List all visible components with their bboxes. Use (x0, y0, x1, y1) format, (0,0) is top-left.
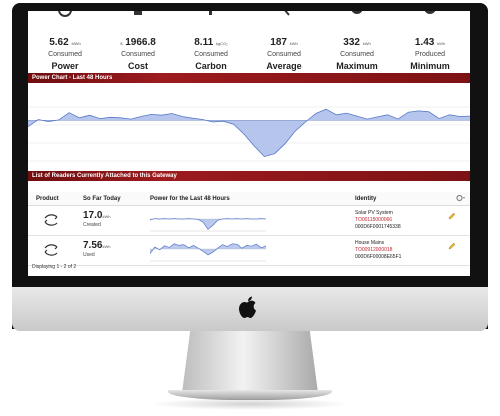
stat-maximum: 332 kWh Consumed Maximum (321, 37, 393, 72)
sparkline-line (150, 218, 266, 230)
identity-id: 000D6F0001745338 (355, 224, 401, 230)
power-chart-title: Power Chart - Last 48 Hours (32, 75, 113, 81)
stat-average: 187 kWh Consumed Average (248, 37, 320, 72)
screen: 5.62 MWh Consumed Power $ 1966.8 Consume… (28, 11, 470, 276)
sparkline-area (150, 218, 266, 230)
stat-value: 8.11 (194, 37, 214, 48)
chart-line (28, 108, 470, 158)
readers-title: List of Readers Currently Attached to th… (32, 173, 177, 179)
pagination-status: Displaying 1 - 2 of 2 (32, 264, 77, 270)
col-power-48h: Power for the Last 48 Hours (150, 196, 230, 202)
stat-sub: Consumed (48, 51, 82, 58)
stat-value: 332 (343, 37, 360, 48)
identity-name: House Mains (355, 240, 385, 246)
stat-value: 187 (270, 37, 287, 48)
stat-carbon: 8.11 kgCO₂ Consumed Carbon (175, 37, 247, 72)
summary-stats: 5.62 MWh Consumed Power $ 1966.8 Consume… (28, 37, 470, 77)
readers-header: List of Readers Currently Attached to th… (28, 171, 470, 181)
stat-sub: Consumed (121, 51, 155, 58)
pencil-icon[interactable] (448, 242, 456, 250)
today-sub: Created (83, 222, 101, 228)
stat-cost: $ 1966.8 Consumed Cost (102, 37, 174, 72)
money-icon (134, 11, 142, 15)
plug-icon (58, 11, 72, 17)
sparkline-line (150, 243, 266, 256)
col-identity: Identity (355, 196, 377, 202)
stat-label: Cost (128, 61, 148, 71)
power-chart (28, 106, 470, 162)
stat-label: Minimum (410, 61, 450, 71)
pencil-icon[interactable] (448, 212, 456, 220)
today-value: 17.0 (83, 210, 103, 221)
stat-prefix: $ (120, 41, 123, 46)
today-unit: kWh (102, 214, 111, 219)
table-row[interactable]: 17.0kWh Created Solar PV System TO001150… (28, 206, 470, 236)
stat-power: 5.62 MWh Consumed Power (29, 37, 101, 72)
apple-logo-icon (239, 296, 256, 318)
imac-stand-shadow (150, 398, 350, 410)
identity-name: Solar PV System (355, 210, 393, 216)
stat-value: 1966.8 (125, 37, 156, 48)
stat-value: 5.62 (49, 37, 69, 48)
stat-unit: kgCO₂ (215, 41, 228, 46)
col-product: Product (36, 196, 59, 202)
row-sparkline (150, 218, 266, 232)
readers-table-header: Product So Far Today Power for the Last … (28, 192, 470, 206)
power-chart-header: Power Chart - Last 48 Hours (28, 73, 470, 83)
scale-icon (284, 11, 290, 16)
gear-icon[interactable] (456, 194, 466, 202)
meter-icon (44, 214, 58, 226)
table-row[interactable]: 7.56kWh Used House Mains TO00912000018 0… (28, 236, 470, 266)
today-unit: kWh (102, 244, 111, 249)
identity-id: 000D6F00008E65F1 (355, 254, 402, 260)
stat-value: 1.43 (414, 37, 435, 48)
stat-icons-row (28, 11, 470, 21)
gauge-min-icon (424, 11, 436, 14)
imac-stand (182, 331, 318, 393)
stat-unit: kWh (289, 41, 298, 46)
imac-stand-base (168, 390, 332, 400)
sparkline-area (150, 243, 266, 255)
stat-sub: Produced (415, 51, 445, 58)
stat-unit: kWh (362, 41, 371, 46)
identity-code[interactable]: TO00115000066 (355, 217, 393, 223)
today-value: 7.56 (83, 240, 103, 251)
today-sub: Used (83, 252, 95, 258)
stat-sub: Consumed (267, 51, 301, 58)
stat-minimum: 1.43 kWh Produced Minimum (394, 37, 466, 72)
chart-area (28, 109, 470, 157)
meter-icon (44, 244, 58, 256)
identity: House Mains TO00912000018 000D6F00008E65… (355, 240, 455, 261)
stat-label: Carbon (195, 61, 227, 71)
stat-unit: kWh (437, 41, 446, 46)
leaf-icon (209, 11, 212, 15)
stat-label: Average (266, 61, 302, 71)
col-so-far-today: So Far Today (83, 196, 121, 202)
stat-label: Maximum (336, 61, 378, 71)
identity: Solar PV System TO00115000066 000D6F0001… (355, 210, 455, 231)
row-sparkline (150, 243, 266, 262)
identity-code[interactable]: TO00912000018 (355, 247, 393, 253)
stat-unit: MWh (71, 41, 81, 46)
gauge-max-icon (351, 11, 363, 14)
stat-sub: Consumed (194, 51, 228, 58)
stat-label: Power (51, 61, 79, 71)
stat-sub: Consumed (340, 51, 374, 58)
